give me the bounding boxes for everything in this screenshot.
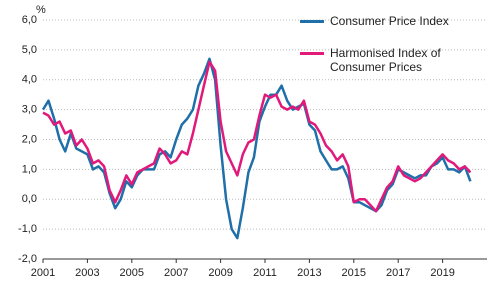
x-tick-label: 2001 xyxy=(31,267,55,279)
y-tick-label: 1,0 xyxy=(22,163,37,175)
y-tick-label: 5,0 xyxy=(22,44,37,56)
x-tick-label: 2003 xyxy=(75,267,99,279)
series-line xyxy=(42,60,472,213)
x-tick-label: 2009 xyxy=(208,267,232,279)
x-tick-label: 2011 xyxy=(253,267,277,279)
y-tick-label: 0,0 xyxy=(22,193,37,205)
x-tick-label: 2019 xyxy=(430,267,454,279)
x-tick-label: 2007 xyxy=(164,267,188,279)
legend-swatch xyxy=(300,20,324,23)
legend-label: Consumer Price Index xyxy=(330,14,449,28)
y-tick-label: -1,0 xyxy=(18,223,37,235)
y-tick-label: -2,0 xyxy=(18,253,37,265)
legend-item: Consumer Price Index xyxy=(300,14,460,28)
x-tick-label: 2013 xyxy=(297,267,321,279)
y-tick-label: 4,0 xyxy=(22,74,37,86)
legend-swatch xyxy=(300,52,324,55)
y-tick-label: 2,0 xyxy=(22,133,37,145)
x-tick-label: 2015 xyxy=(342,267,366,279)
y-tick-label: 6,0 xyxy=(22,14,37,26)
legend-label: Harmonised Index of Consumer Prices xyxy=(330,46,441,74)
x-tick-label: 2017 xyxy=(386,267,410,279)
y-tick-label: 3,0 xyxy=(22,104,37,116)
x-tick-label: 2005 xyxy=(120,267,144,279)
y-unit: % xyxy=(36,4,46,16)
series-line xyxy=(41,57,472,240)
legend-item: Harmonised Index of Consumer Prices xyxy=(300,46,460,74)
